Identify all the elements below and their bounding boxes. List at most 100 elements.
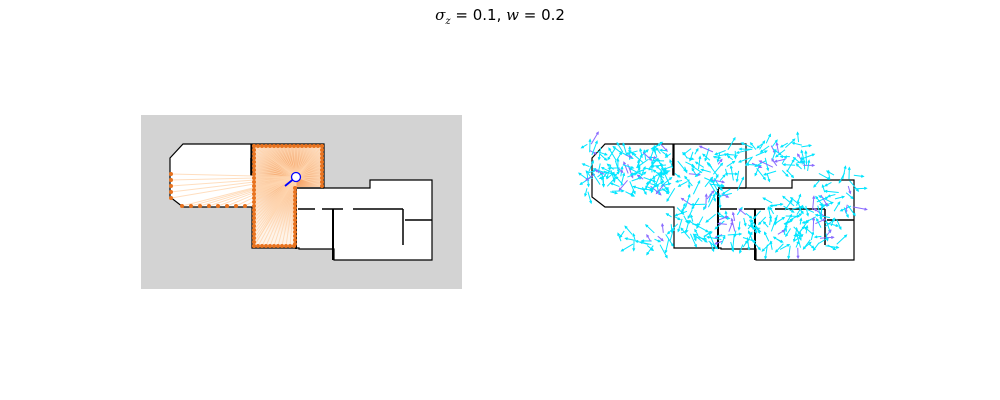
laser-hit [198, 204, 202, 208]
particle-head [645, 149, 649, 153]
laser-hit-points [169, 144, 324, 248]
particle-head [622, 172, 626, 176]
particle-head [594, 169, 598, 173]
particle [610, 191, 618, 194]
particle-head [662, 167, 667, 171]
particle [697, 156, 701, 170]
laser-ray [253, 161, 297, 178]
laser-ray [170, 176, 297, 199]
particle-head [631, 152, 635, 156]
particle [675, 210, 688, 216]
laser-hit [320, 160, 324, 164]
laser-hit [252, 236, 256, 240]
particle [820, 194, 828, 206]
particle [726, 160, 735, 167]
particle-head [749, 215, 753, 219]
laser-hit [169, 190, 173, 194]
particle [622, 164, 634, 169]
particle-head [719, 187, 723, 192]
particle-head [769, 214, 773, 219]
laser-hit [312, 144, 316, 148]
particle [691, 197, 700, 210]
particle-head [704, 158, 708, 162]
particle [750, 142, 757, 150]
particle [713, 153, 727, 158]
particle-head [757, 221, 762, 226]
particle-head [607, 156, 611, 161]
particle [660, 149, 668, 152]
particle-head [813, 208, 817, 212]
particle-head [607, 166, 611, 170]
particle [709, 178, 725, 183]
particle-head [779, 144, 784, 148]
particle [743, 217, 747, 226]
particle-head [769, 204, 773, 208]
particle [624, 225, 633, 235]
particle-head [664, 153, 669, 157]
particle-head [759, 149, 764, 153]
particle [805, 205, 809, 216]
particle [712, 163, 723, 175]
particle [798, 206, 804, 214]
particle [685, 194, 691, 208]
particle [702, 153, 711, 161]
particle-head [669, 158, 673, 163]
particle-head [778, 152, 782, 156]
particle [684, 176, 693, 187]
particle-head [655, 146, 659, 151]
particle-head [705, 229, 709, 233]
laser-hit [293, 226, 297, 230]
laser-hit [293, 194, 297, 198]
particle [660, 143, 668, 152]
particle-head [779, 202, 784, 206]
particle-cloud [578, 131, 868, 260]
particle [601, 167, 613, 174]
particle [687, 209, 693, 219]
particle [617, 233, 622, 242]
particle-head [648, 167, 653, 171]
particle [793, 226, 802, 235]
particle-head [750, 218, 754, 223]
particle-head [620, 165, 624, 170]
particle [776, 142, 780, 154]
particle-head [714, 191, 718, 196]
particle-head [680, 197, 685, 201]
particle-head [615, 175, 619, 180]
particle [745, 157, 753, 166]
laser-hit [293, 206, 297, 210]
particle [665, 234, 674, 247]
particle [599, 153, 607, 161]
particle-head [738, 147, 743, 151]
particle [785, 228, 791, 237]
particle-head [724, 152, 729, 156]
particle-head [749, 141, 754, 146]
particle-head [606, 163, 611, 167]
particle-head [655, 165, 659, 169]
particle [800, 150, 805, 163]
laser-ray [277, 145, 297, 178]
laser-ray [253, 176, 297, 199]
particle [792, 206, 802, 210]
laser-hit [252, 232, 256, 236]
laser-ray [285, 145, 297, 178]
laser-hit [288, 244, 292, 248]
laser-hit [293, 230, 297, 234]
particle [651, 164, 667, 167]
laser-hit [252, 172, 256, 176]
particle-head [697, 179, 701, 184]
robot-body [290, 171, 302, 183]
particle [606, 177, 616, 187]
particle [754, 165, 760, 176]
particle [755, 150, 768, 157]
particle [704, 177, 713, 182]
particle [665, 239, 670, 253]
particle [805, 151, 808, 165]
particle [764, 244, 768, 259]
particle-head [691, 167, 695, 172]
particle [836, 234, 847, 245]
particle-head [630, 174, 634, 179]
particle [777, 229, 785, 235]
particle-head [646, 234, 650, 238]
particle-head [714, 152, 718, 156]
particle-head [623, 161, 627, 165]
